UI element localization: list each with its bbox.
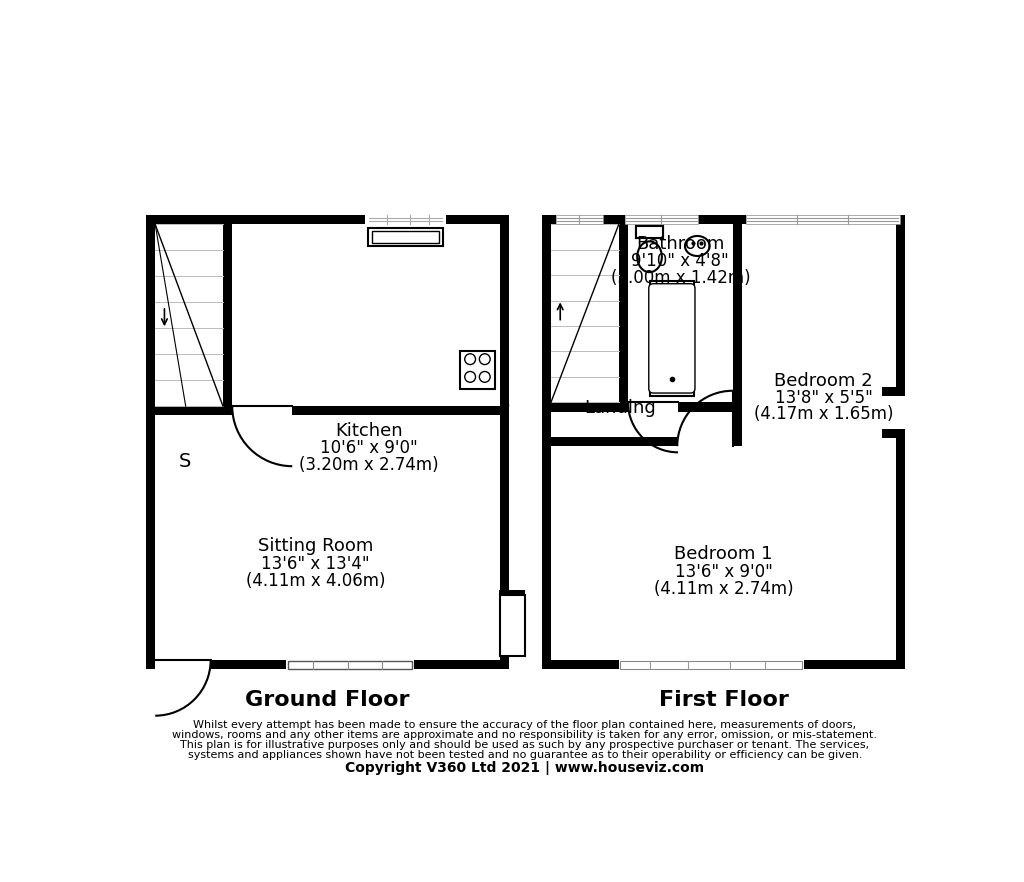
Text: (3.20m x 2.74m): (3.20m x 2.74m): [299, 456, 439, 475]
Bar: [499, 652, 524, 656]
Bar: [146, 661, 509, 669]
Text: 13'8" x 5'5": 13'8" x 5'5": [774, 389, 872, 407]
Text: Bedroom 2: Bedroom 2: [774, 371, 872, 390]
Bar: [500, 594, 525, 656]
Bar: [882, 387, 905, 396]
Text: S: S: [178, 452, 190, 471]
Text: Bathroom: Bathroom: [636, 235, 725, 253]
Text: windows, rooms and any other items are approximate and no responsibility is take: windows, rooms and any other items are a…: [172, 730, 878, 740]
Ellipse shape: [685, 236, 710, 256]
Bar: [649, 280, 694, 396]
Bar: [460, 351, 495, 389]
Bar: [636, 226, 664, 238]
Bar: [621, 661, 802, 669]
Bar: [500, 594, 525, 656]
Bar: [146, 215, 156, 669]
Bar: [625, 215, 698, 224]
Text: Bedroom 1: Bedroom 1: [674, 545, 773, 563]
Text: (4.17m x 1.65m): (4.17m x 1.65m): [754, 405, 893, 422]
Bar: [636, 226, 664, 238]
Text: 13'6" x 9'0": 13'6" x 9'0": [675, 563, 772, 580]
Bar: [733, 224, 742, 446]
Bar: [551, 402, 628, 412]
Text: This plan is for illustrative purposes only and should be used as such by any pr: This plan is for illustrative purposes o…: [180, 740, 869, 750]
Bar: [366, 215, 446, 224]
Text: Landing: Landing: [585, 399, 656, 416]
Bar: [368, 228, 443, 246]
Bar: [499, 590, 524, 594]
Text: 10'6" x 9'0": 10'6" x 9'0": [321, 439, 418, 458]
Bar: [156, 406, 232, 415]
Bar: [542, 215, 551, 669]
Bar: [618, 224, 628, 412]
Bar: [556, 215, 603, 224]
Text: systems and appliances shown have not been tested and no guarantee as to their o: systems and appliances shown have not be…: [187, 750, 862, 760]
Ellipse shape: [637, 242, 662, 273]
Bar: [156, 661, 211, 669]
Text: (4.11m x 2.74m): (4.11m x 2.74m): [653, 579, 794, 598]
Bar: [556, 215, 603, 224]
Bar: [288, 661, 413, 669]
Text: Kitchen: Kitchen: [336, 422, 403, 440]
Bar: [372, 230, 439, 243]
Bar: [896, 215, 905, 669]
Bar: [625, 215, 698, 224]
Text: (4.11m x 4.06m): (4.11m x 4.06m): [246, 572, 385, 590]
Bar: [745, 215, 900, 224]
Bar: [882, 430, 905, 438]
Bar: [292, 406, 500, 415]
Bar: [678, 402, 733, 412]
Bar: [542, 661, 905, 669]
FancyBboxPatch shape: [649, 284, 695, 393]
Bar: [368, 215, 443, 224]
Bar: [500, 215, 509, 669]
Text: Sitting Room: Sitting Room: [258, 537, 373, 556]
Bar: [896, 396, 920, 438]
Text: (3.00m x 1.42m): (3.00m x 1.42m): [610, 268, 751, 287]
Bar: [542, 215, 905, 224]
Bar: [223, 224, 232, 415]
Bar: [551, 437, 677, 446]
Bar: [146, 215, 509, 224]
Text: 9'10" x 4'8": 9'10" x 4'8": [632, 252, 729, 271]
Text: Ground Floor: Ground Floor: [246, 691, 410, 710]
Bar: [286, 661, 414, 669]
Text: First Floor: First Floor: [658, 691, 788, 710]
Bar: [618, 661, 804, 669]
Bar: [745, 215, 900, 224]
Text: Whilst every attempt has been made to ensure the accuracy of the floor plan cont: Whilst every attempt has been made to en…: [194, 720, 856, 730]
Text: 13'6" x 13'4": 13'6" x 13'4": [261, 555, 370, 573]
Polygon shape: [500, 363, 509, 406]
Text: Copyright V360 Ltd 2021 | www.houseviz.com: Copyright V360 Ltd 2021 | www.houseviz.c…: [345, 761, 705, 775]
